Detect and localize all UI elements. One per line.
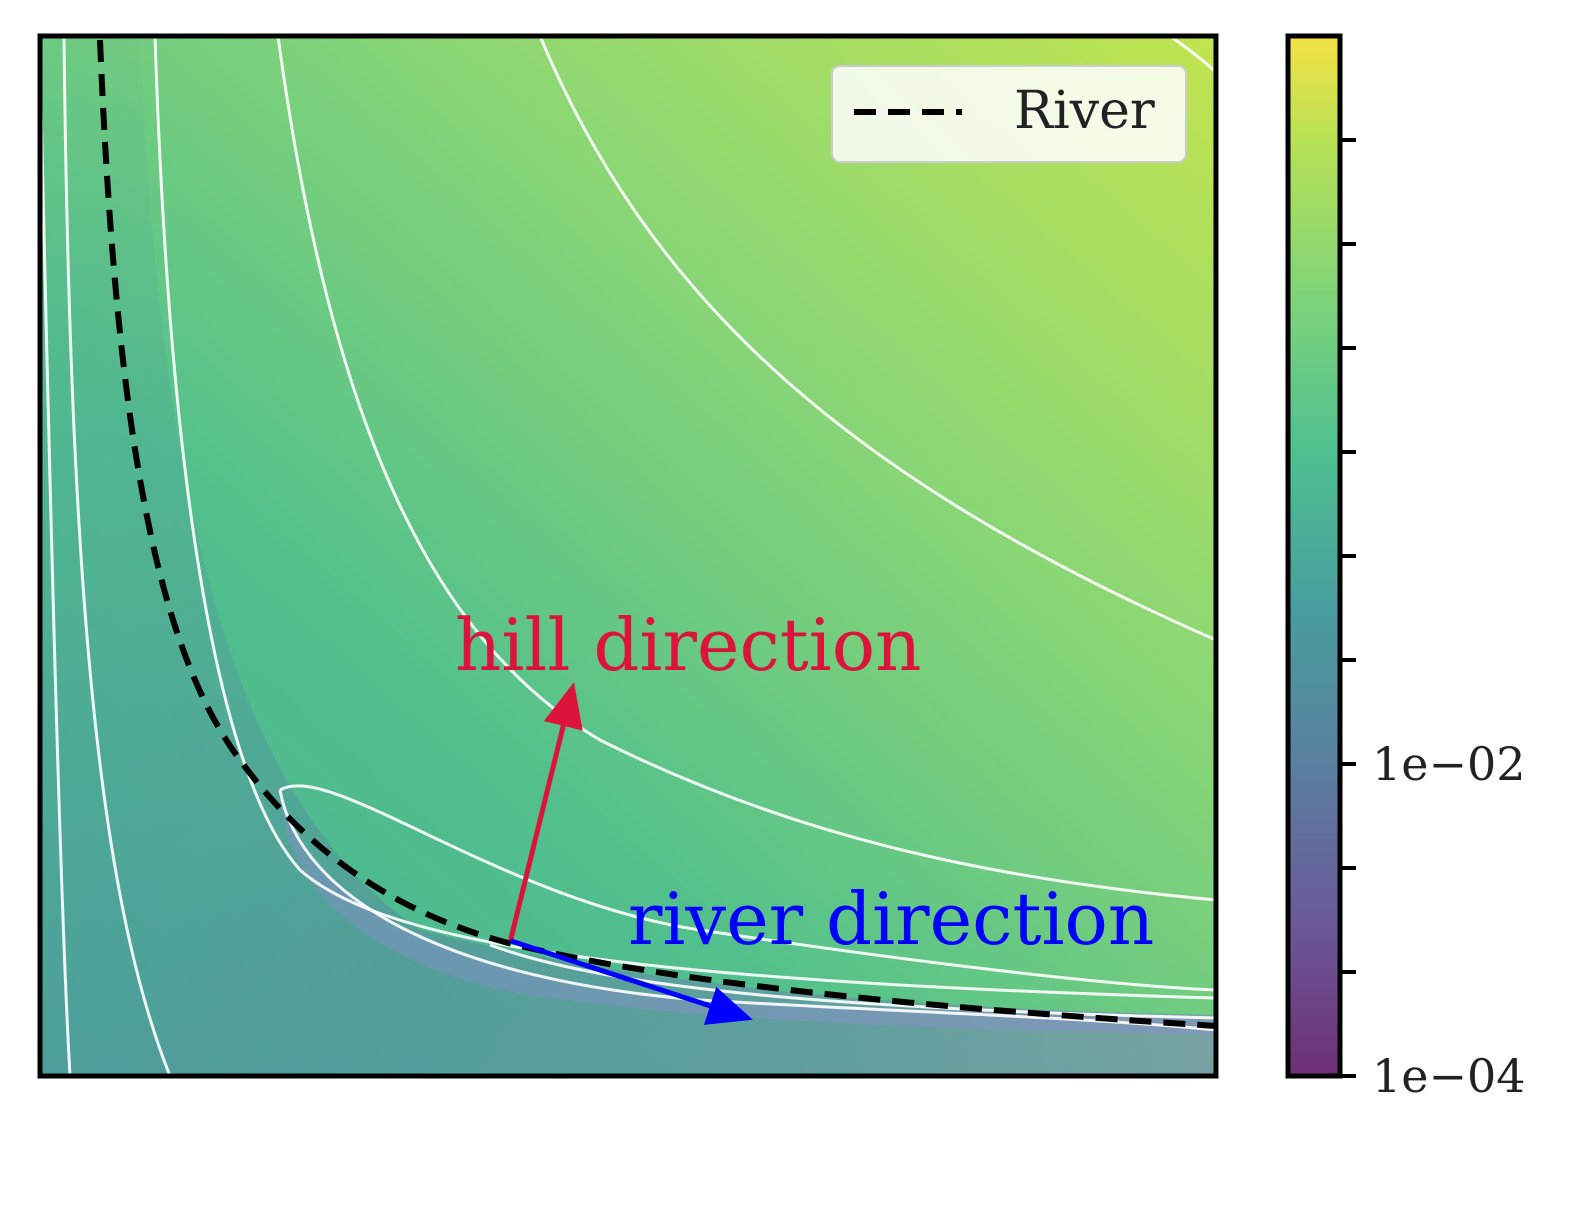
hill-direction-arrow xyxy=(507,682,583,942)
hill-direction-label: hill direction xyxy=(455,603,922,687)
contour-line xyxy=(279,784,1216,992)
contour-line xyxy=(276,36,1216,902)
contour-line xyxy=(538,36,1216,642)
river-direction-arrow xyxy=(509,938,753,1025)
plot-area xyxy=(40,36,1216,1076)
contour-line xyxy=(62,36,172,1076)
valley-core xyxy=(280,790,1216,1035)
contour-line xyxy=(40,59,72,1076)
legend: River xyxy=(831,65,1187,163)
legend-box xyxy=(831,65,1187,163)
river-direction-label: river direction xyxy=(628,877,1154,961)
colorbar-fill xyxy=(1288,36,1340,1076)
colorbar-ticks xyxy=(1340,138,1356,1078)
colorbar-tick-label: 1e−02 xyxy=(1372,737,1526,791)
contour-line xyxy=(1169,36,1216,74)
valley-shading xyxy=(40,36,1216,1076)
contour-line xyxy=(153,36,1216,1000)
plot-frame xyxy=(37,33,1219,1079)
colorbar-tick-label: 1e−04 xyxy=(1372,1049,1526,1103)
colorbar: 1e−04 1e−02 xyxy=(1285,33,1526,1103)
legend-label: River xyxy=(1014,81,1155,141)
